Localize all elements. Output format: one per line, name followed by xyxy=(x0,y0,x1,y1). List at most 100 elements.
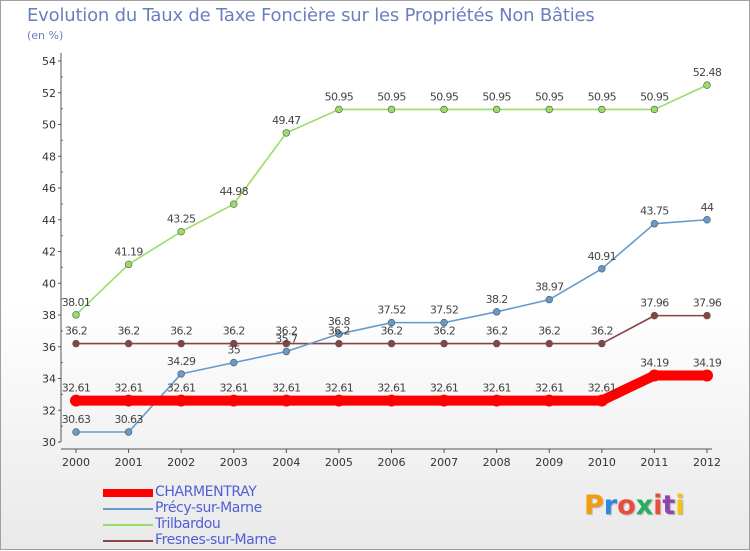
legend-label-charmentray: CHARMENTRAY xyxy=(155,484,257,500)
data-label-fresnes-sur-marne: 36.2 xyxy=(591,325,613,338)
data-point-charmentray xyxy=(385,394,398,407)
data-label-fresnes-sur-marne: 36.2 xyxy=(170,325,192,338)
data-point-charmentray xyxy=(332,394,345,407)
legend-label-trilbardou: Trilbardou xyxy=(155,516,221,532)
data-label-precy-sur-marne: 38.97 xyxy=(535,281,564,294)
data-label-trilbardou: 50.95 xyxy=(535,90,564,103)
data-point-charmentray xyxy=(70,394,82,407)
data-point-charmentray xyxy=(227,394,240,407)
data-label-trilbardou: 44.98 xyxy=(220,185,249,198)
data-point-trilbardou xyxy=(282,129,291,137)
data-label-trilbardou: 41.19 xyxy=(114,245,143,258)
data-point-fresnes-sur-marne xyxy=(282,339,291,348)
x-tick-label: 2005 xyxy=(325,456,353,469)
data-label-charmentray: 34.19 xyxy=(640,356,669,369)
data-label-fresnes-sur-marne: 36.2 xyxy=(538,325,560,338)
data-point-trilbardou xyxy=(387,105,396,114)
data-label-charmentray: 34.19 xyxy=(693,356,722,369)
data-point-fresnes-sur-marne xyxy=(650,311,659,320)
data-point-precy-sur-marne xyxy=(703,216,711,224)
data-label-charmentray: 32.61 xyxy=(377,382,406,395)
x-tick-label: 2007 xyxy=(430,456,458,469)
data-label-precy-sur-marne: 30.63 xyxy=(62,413,91,426)
data-label-trilbardou: 38.01 xyxy=(62,296,91,309)
data-point-trilbardou xyxy=(335,105,343,114)
data-point-charmentray xyxy=(543,394,556,407)
data-point-fresnes-sur-marne xyxy=(703,311,711,320)
data-point-trilbardou xyxy=(440,105,448,114)
logo-letter: i xyxy=(653,490,663,521)
data-point-trilbardou xyxy=(598,105,606,114)
data-point-fresnes-sur-marne xyxy=(440,339,448,348)
data-point-fresnes-sur-marne xyxy=(492,339,501,348)
y-tick-label: 52 xyxy=(42,87,56,100)
x-tick-label: 2009 xyxy=(535,456,563,469)
data-label-trilbardou: 43.25 xyxy=(167,213,196,226)
data-label-precy-sur-marne: 38.2 xyxy=(486,293,508,306)
data-label-charmentray: 32.61 xyxy=(588,382,617,395)
data-point-precy-sur-marne xyxy=(230,358,238,367)
data-label-precy-sur-marne: 36.8 xyxy=(328,315,351,328)
data-label-precy-sur-marne: 37.52 xyxy=(430,304,459,317)
data-label-charmentray: 32.61 xyxy=(272,382,301,395)
data-label-fresnes-sur-marne: 36.2 xyxy=(118,325,140,338)
data-label-fresnes-sur-marne: 36.2 xyxy=(486,325,508,338)
data-point-charmentray xyxy=(122,394,135,407)
data-point-precy-sur-marne xyxy=(492,308,501,316)
data-point-fresnes-sur-marne xyxy=(335,339,343,348)
data-label-precy-sur-marne: 37.52 xyxy=(377,304,406,317)
data-point-precy-sur-marne xyxy=(124,428,133,436)
data-point-charmentray xyxy=(280,394,293,407)
data-label-precy-sur-marne: 40.91 xyxy=(588,250,617,263)
data-label-charmentray: 32.61 xyxy=(482,382,511,395)
y-tick-label: 44 xyxy=(42,214,56,227)
unit-label: (en %) xyxy=(27,29,64,42)
data-label-charmentray: 32.61 xyxy=(430,382,459,395)
data-point-trilbardou xyxy=(703,81,711,89)
data-point-trilbardou xyxy=(124,260,133,269)
logo-letter: x xyxy=(635,490,654,521)
data-point-precy-sur-marne xyxy=(282,347,291,356)
y-tick-label: 36 xyxy=(42,341,56,354)
y-tick-label: 30 xyxy=(42,436,56,449)
data-point-precy-sur-marne xyxy=(440,318,448,327)
logo-letter: o xyxy=(617,490,636,521)
data-label-precy-sur-marne: 34.29 xyxy=(167,355,196,368)
data-point-trilbardou xyxy=(545,105,553,114)
y-tick-label: 40 xyxy=(42,277,56,290)
y-tick-label: 46 xyxy=(42,182,56,195)
data-label-precy-sur-marne: 43.75 xyxy=(640,205,669,218)
data-point-fresnes-sur-marne xyxy=(230,339,238,348)
logo-letter: i xyxy=(675,490,685,521)
data-point-charmentray xyxy=(648,369,661,382)
x-tick-label: 2010 xyxy=(588,456,616,469)
data-label-trilbardou: 50.95 xyxy=(588,90,617,103)
data-label-fresnes-sur-marne: 37.96 xyxy=(693,297,722,310)
logo-letter: r xyxy=(603,490,618,521)
x-tick-label: 2001 xyxy=(115,456,143,469)
chart-title: Evolution du Taux de Taxe Foncière sur l… xyxy=(27,5,595,26)
data-point-fresnes-sur-marne xyxy=(124,339,133,348)
data-label-fresnes-sur-marne: 36.2 xyxy=(65,325,87,338)
data-point-charmentray xyxy=(438,394,451,407)
data-label-fresnes-sur-marne: 36.2 xyxy=(275,325,297,338)
data-label-fresnes-sur-marne: 36.2 xyxy=(433,325,455,338)
legend-swatch-charmentray xyxy=(103,489,153,497)
data-point-fresnes-sur-marne xyxy=(545,339,553,348)
data-point-trilbardou xyxy=(72,311,80,319)
data-label-fresnes-sur-marne: 36.2 xyxy=(223,325,245,338)
y-tick-label: 34 xyxy=(42,373,56,386)
data-label-charmentray: 32.61 xyxy=(220,382,249,395)
data-point-fresnes-sur-marne xyxy=(598,339,606,348)
y-tick-label: 50 xyxy=(42,119,56,132)
x-tick-label: 2004 xyxy=(272,456,300,469)
legend-swatch-trilbardou xyxy=(103,524,153,526)
data-point-precy-sur-marne xyxy=(545,295,553,304)
x-tick-label: 2012 xyxy=(693,456,721,469)
data-point-charmentray xyxy=(175,394,188,407)
x-tick-label: 2000 xyxy=(62,456,90,469)
data-label-trilbardou: 50.95 xyxy=(325,90,354,103)
data-point-trilbardou xyxy=(230,200,238,208)
data-label-precy-sur-marne: 35.7 xyxy=(275,333,298,346)
data-point-precy-sur-marne xyxy=(335,330,343,338)
